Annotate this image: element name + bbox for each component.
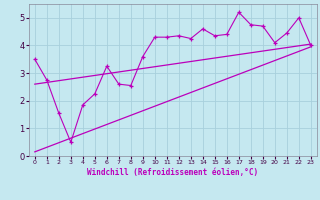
X-axis label: Windchill (Refroidissement éolien,°C): Windchill (Refroidissement éolien,°C) [87, 168, 258, 177]
